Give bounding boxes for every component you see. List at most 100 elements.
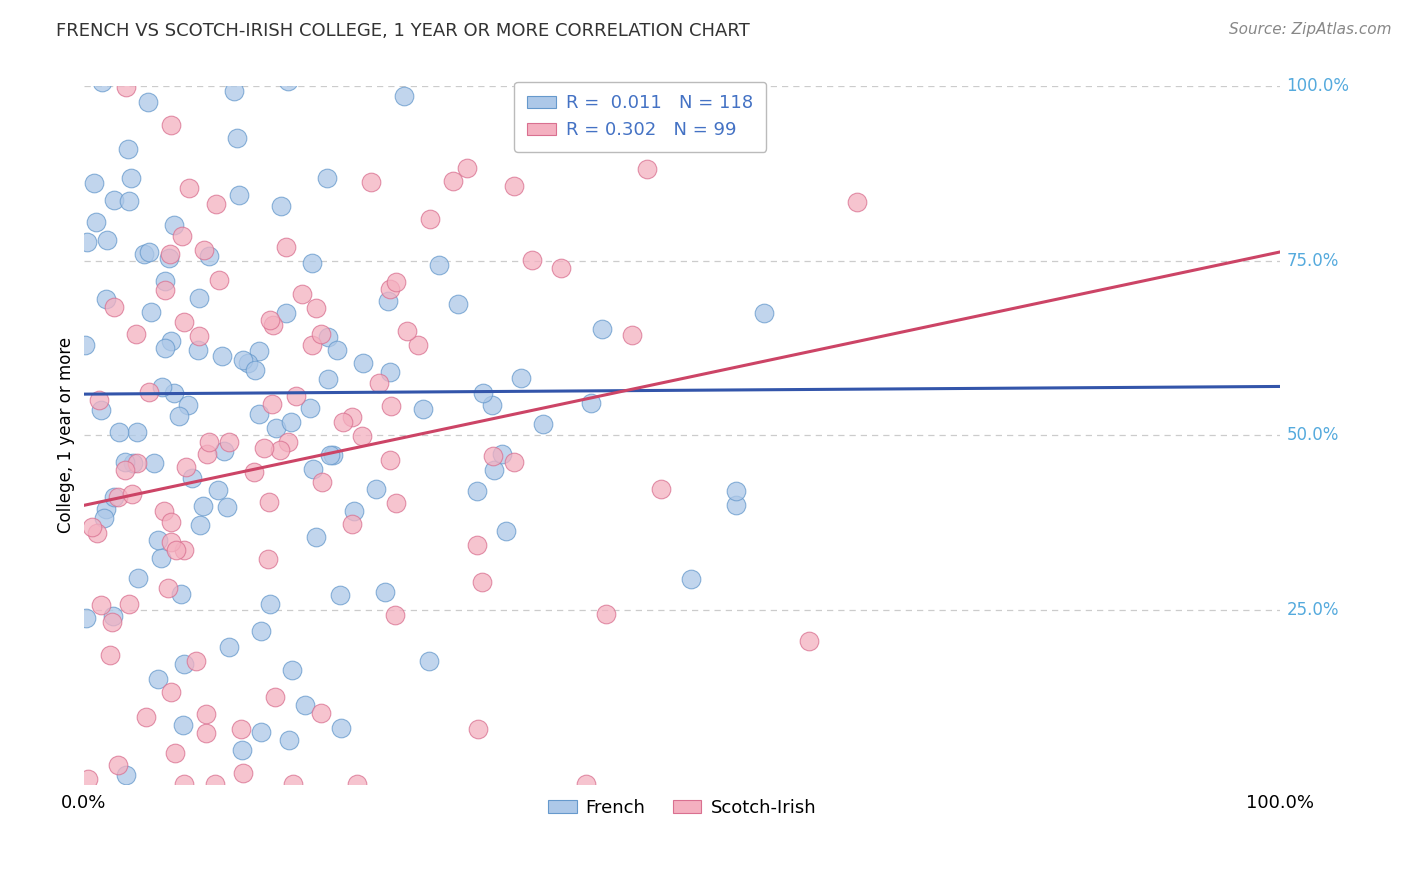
Point [301, 338, 323, 352]
Point [153, 341, 176, 355]
Point [120, 170, 142, 185]
Point [90, 75, 112, 89]
Point [226, 131, 249, 145]
Point [294, 698, 316, 712]
Point [117, 142, 139, 156]
Legend: French, Scotch-Irish: French, Scotch-Irish [540, 792, 824, 824]
Point [177, 398, 200, 412]
Point [231, 723, 253, 737]
Point [274, 306, 297, 320]
Point [87, 393, 110, 408]
Point [352, 356, 374, 370]
Point [163, 746, 186, 760]
Point [679, 572, 702, 586]
Point [325, 343, 347, 357]
Point [247, 344, 270, 359]
Point [550, 261, 572, 276]
Point [187, 343, 209, 357]
Point [115, 80, 138, 95]
Point [316, 372, 339, 386]
Point [231, 742, 253, 756]
Point [384, 608, 406, 623]
Point [304, 530, 326, 544]
Point [595, 607, 617, 622]
Point [467, 722, 489, 736]
Point [188, 517, 211, 532]
Point [465, 538, 488, 552]
Point [471, 574, 494, 589]
Point [350, 429, 373, 443]
Point [257, 552, 280, 566]
Point [249, 725, 271, 739]
Point [510, 370, 533, 384]
Point [146, 672, 169, 686]
Point [342, 517, 364, 532]
Point [197, 249, 219, 263]
Point [121, 486, 143, 500]
Point [160, 118, 183, 132]
Point [96, 234, 118, 248]
Point [169, 587, 191, 601]
Point [90, 599, 112, 613]
Point [138, 245, 160, 260]
Point [305, 301, 328, 315]
Point [281, 777, 304, 791]
Point [302, 462, 325, 476]
Point [186, 654, 208, 668]
Point [491, 447, 513, 461]
Text: Source: ZipAtlas.com: Source: ZipAtlas.com [1229, 22, 1392, 37]
Point [299, 401, 322, 415]
Point [117, 194, 139, 208]
Point [360, 175, 382, 189]
Point [114, 463, 136, 477]
Point [396, 325, 419, 339]
Point [194, 726, 217, 740]
Point [579, 396, 602, 410]
Point [406, 338, 429, 352]
Point [103, 609, 125, 624]
Point [329, 588, 352, 602]
Point [311, 475, 333, 489]
Point [378, 365, 401, 379]
Point [101, 615, 124, 629]
Text: 100.0%: 100.0% [1286, 78, 1350, 95]
Point [162, 218, 184, 232]
Point [266, 421, 288, 435]
Point [340, 410, 363, 425]
Point [316, 330, 339, 344]
Point [207, 273, 229, 287]
Point [394, 89, 416, 103]
Point [90, 403, 112, 417]
Point [315, 170, 337, 185]
Point [170, 228, 193, 243]
Point [309, 706, 332, 720]
Point [177, 181, 200, 195]
Point [103, 193, 125, 207]
Point [127, 571, 149, 585]
Point [77, 772, 100, 786]
Point [262, 318, 284, 333]
Point [155, 283, 177, 297]
Point [157, 582, 180, 596]
Point [160, 534, 183, 549]
Point [159, 334, 181, 348]
Point [481, 398, 503, 412]
Y-axis label: College, 1 year or more: College, 1 year or more [58, 337, 75, 533]
Point [114, 768, 136, 782]
Text: 75.0%: 75.0% [1286, 252, 1339, 270]
Point [343, 504, 366, 518]
Point [181, 471, 204, 485]
Point [83, 176, 105, 190]
Point [103, 491, 125, 505]
Point [94, 501, 117, 516]
Point [620, 328, 643, 343]
Point [301, 256, 323, 270]
Point [205, 197, 228, 211]
Point [274, 240, 297, 254]
Point [138, 384, 160, 399]
Point [153, 274, 176, 288]
Point [73, 338, 96, 352]
Point [167, 409, 190, 423]
Point [173, 315, 195, 329]
Point [173, 777, 195, 791]
